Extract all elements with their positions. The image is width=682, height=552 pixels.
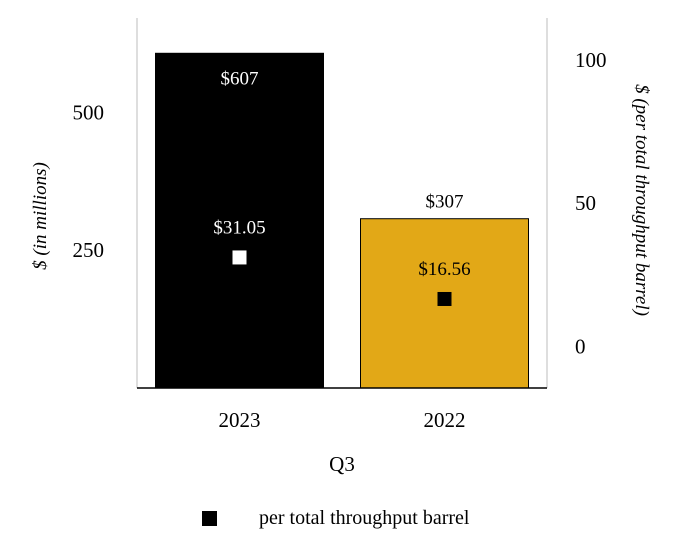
x-tick-label: 2022 — [424, 408, 466, 432]
per-barrel-marker-2023 — [232, 250, 247, 265]
y-axis-title: $ (in millions) — [30, 162, 51, 270]
bar-2023 — [155, 52, 324, 389]
legend-label: per total throughput barrel — [259, 507, 470, 529]
y-tick-label: 250 — [73, 238, 105, 262]
legend-marker-icon — [202, 511, 217, 526]
y-tick-label: 500 — [73, 100, 105, 124]
bar-value-label: $307 — [426, 192, 464, 213]
x-axis-title: Q3 — [329, 452, 355, 476]
legend: per total throughput barrel — [202, 507, 470, 530]
bar-value-label: $607 — [221, 68, 259, 89]
y2-axis-title: $ (per total throughput barrel) — [631, 84, 652, 316]
y2-tick-label: 50 — [575, 191, 596, 215]
per-barrel-marker-2022 — [437, 291, 452, 306]
per-barrel-value-label: $16.56 — [418, 259, 470, 280]
per-barrel-value-label: $31.05 — [213, 217, 265, 238]
y2-tick-label: 100 — [575, 48, 607, 72]
x-tick-label: 2023 — [219, 408, 261, 432]
y2-tick-label: 0 — [575, 334, 586, 358]
